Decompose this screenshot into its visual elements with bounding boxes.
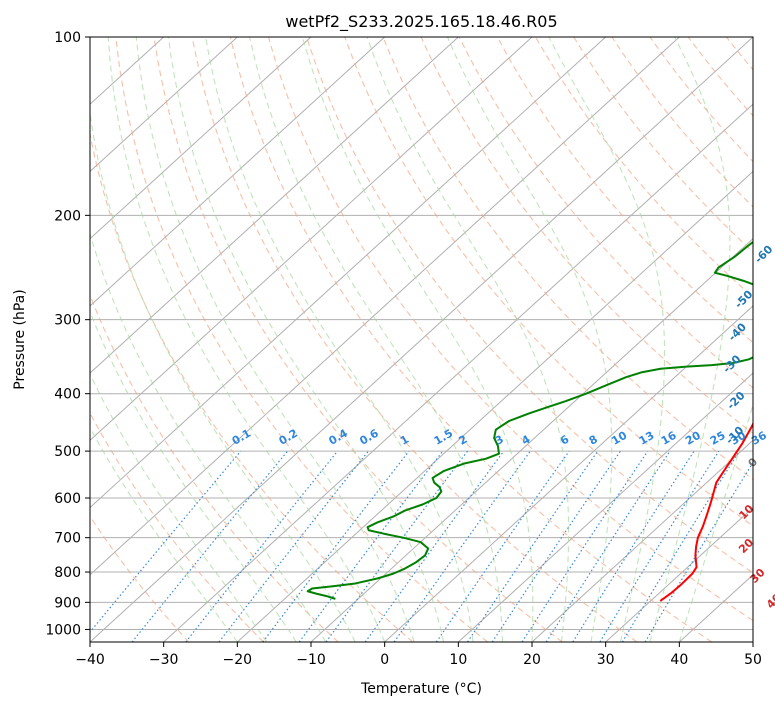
dry-adiabat-line [191, 37, 638, 642]
isotherm-gridline [90, 37, 386, 307]
mixing-ratio-line [364, 450, 505, 642]
dry-adiabat-line [153, 37, 563, 642]
x-tick-label: 50 [744, 652, 762, 668]
dry-adiabat-line [267, 37, 753, 622]
background-lines [90, 37, 753, 642]
mixing-ratio-line [131, 450, 289, 642]
moist-adiabat-line [548, 37, 666, 642]
x-tick-label: 30 [597, 652, 615, 668]
dry-adiabat-line [90, 412, 264, 642]
mixing-ratio-line [262, 450, 410, 642]
x-tick-label: −40 [75, 652, 105, 668]
y-axis-label: Pressure (hPa) [12, 289, 28, 389]
x-tick-label: −20 [223, 652, 253, 668]
isotherm-gridline [310, 237, 753, 642]
y-tick-label: 400 [54, 387, 81, 403]
isotherm-gridline [90, 37, 459, 374]
moist-adiabat-line [90, 109, 356, 642]
moist-adiabat-line [205, 37, 474, 642]
isotherm-gridline [90, 37, 238, 173]
x-tick-label: 20 [523, 652, 541, 668]
x-tick-label: 0 [380, 652, 389, 668]
dry-adiabat-line [420, 37, 753, 435]
y-tick-label: 200 [54, 208, 81, 224]
dry-adiabat-line [458, 37, 753, 389]
isotherm-gridline [90, 37, 753, 642]
mixing-ratio-line [644, 461, 753, 642]
y-tick-label: 500 [54, 444, 81, 460]
isotherm-gridline [384, 305, 753, 642]
isotherm-gridline [90, 37, 312, 240]
mixing-ratio-line [393, 450, 531, 642]
x-tick-label: −30 [149, 652, 179, 668]
moist-adiabat-line [90, 232, 327, 642]
moist-adiabat-line [678, 403, 753, 642]
moist-adiabat-line [301, 37, 534, 642]
dry-adiabat-line [382, 37, 753, 481]
x-tick-label: 10 [449, 652, 467, 668]
moist-adiabat-line [90, 426, 238, 642]
isotherm-gridline [90, 37, 607, 509]
moist-adiabat-line [90, 372, 268, 642]
plot-frame [89, 36, 754, 643]
dry-adiabat-line [90, 293, 339, 642]
dry-adiabat-line [344, 37, 753, 527]
dry-adiabat-line [115, 37, 488, 642]
mixing-ratio-line [545, 450, 671, 642]
dry-adiabat-label: -70 [772, 194, 775, 217]
x-axis-label: Temperature (°C) [360, 681, 482, 697]
dry-adiabat-line [496, 37, 753, 344]
moist-adiabat-line [90, 310, 297, 642]
temperature-profile-line [659, 421, 753, 602]
dry-adiabat-line [573, 37, 753, 253]
isotherm-gridline [605, 506, 753, 642]
moist-adiabat-line [167, 37, 445, 642]
y-tick-label: 600 [54, 491, 81, 507]
moist-adiabat-line [249, 37, 504, 642]
dry-adiabat-line [229, 37, 713, 642]
isotherm-gridline [90, 37, 680, 576]
y-tick-label: 900 [54, 595, 81, 611]
y-tick-label: 100 [54, 30, 81, 46]
dry-adiabat-line [306, 37, 753, 574]
mixing-ratio-line [467, 450, 599, 642]
data-lines [306, 240, 753, 602]
dry-adiabat-line [649, 37, 753, 163]
moist-adiabat-line [135, 37, 415, 642]
mixing-ratio-line [621, 450, 740, 642]
mixing-ratio-line [185, 450, 339, 642]
y-tick-label: 1000 [45, 622, 81, 638]
moist-adiabat-line [107, 37, 386, 642]
mixing-ratio-line [90, 450, 242, 633]
dry-adiabat-line [90, 131, 414, 642]
moist-adiabat-line [446, 37, 613, 642]
isotherm-gridline [236, 170, 753, 642]
y-tick-label: 700 [54, 531, 81, 547]
dry-adiabat-label: 40 [764, 591, 775, 611]
y-tick-label: 300 [54, 313, 81, 329]
chart-title: wetPf2_S233.2025.165.18.46.R05 [285, 12, 557, 32]
x-axis-ticks: −40 −30 −20 −10 0 10 20 30 40 50 [75, 642, 762, 668]
x-tick-label: 40 [670, 652, 688, 668]
mixing-ratio-line [599, 450, 720, 642]
x-tick-label: −10 [296, 652, 326, 668]
y-axis-ticks: 100 200 300 400 500 600 700 800 900 1000 [45, 30, 90, 638]
moist-adiabat-line [366, 37, 570, 642]
mixing-ratio-line [218, 450, 369, 642]
dewpoint-profile-line [306, 240, 753, 600]
isotherm-gridline [90, 37, 533, 442]
mixing-ratio-line [572, 450, 695, 642]
y-tick-label: 800 [54, 565, 81, 581]
